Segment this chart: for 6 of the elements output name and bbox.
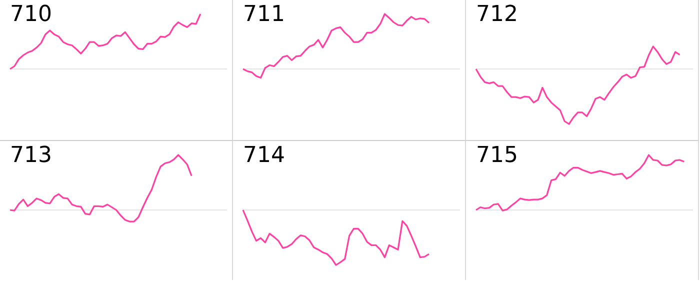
chart-title: 713 bbox=[10, 143, 52, 168]
chart-title: 715 bbox=[476, 143, 518, 168]
chart-title: 711 bbox=[243, 2, 285, 27]
chart-title: 714 bbox=[243, 143, 285, 168]
chart-title: 712 bbox=[476, 2, 518, 27]
chart-title: 710 bbox=[10, 2, 52, 27]
